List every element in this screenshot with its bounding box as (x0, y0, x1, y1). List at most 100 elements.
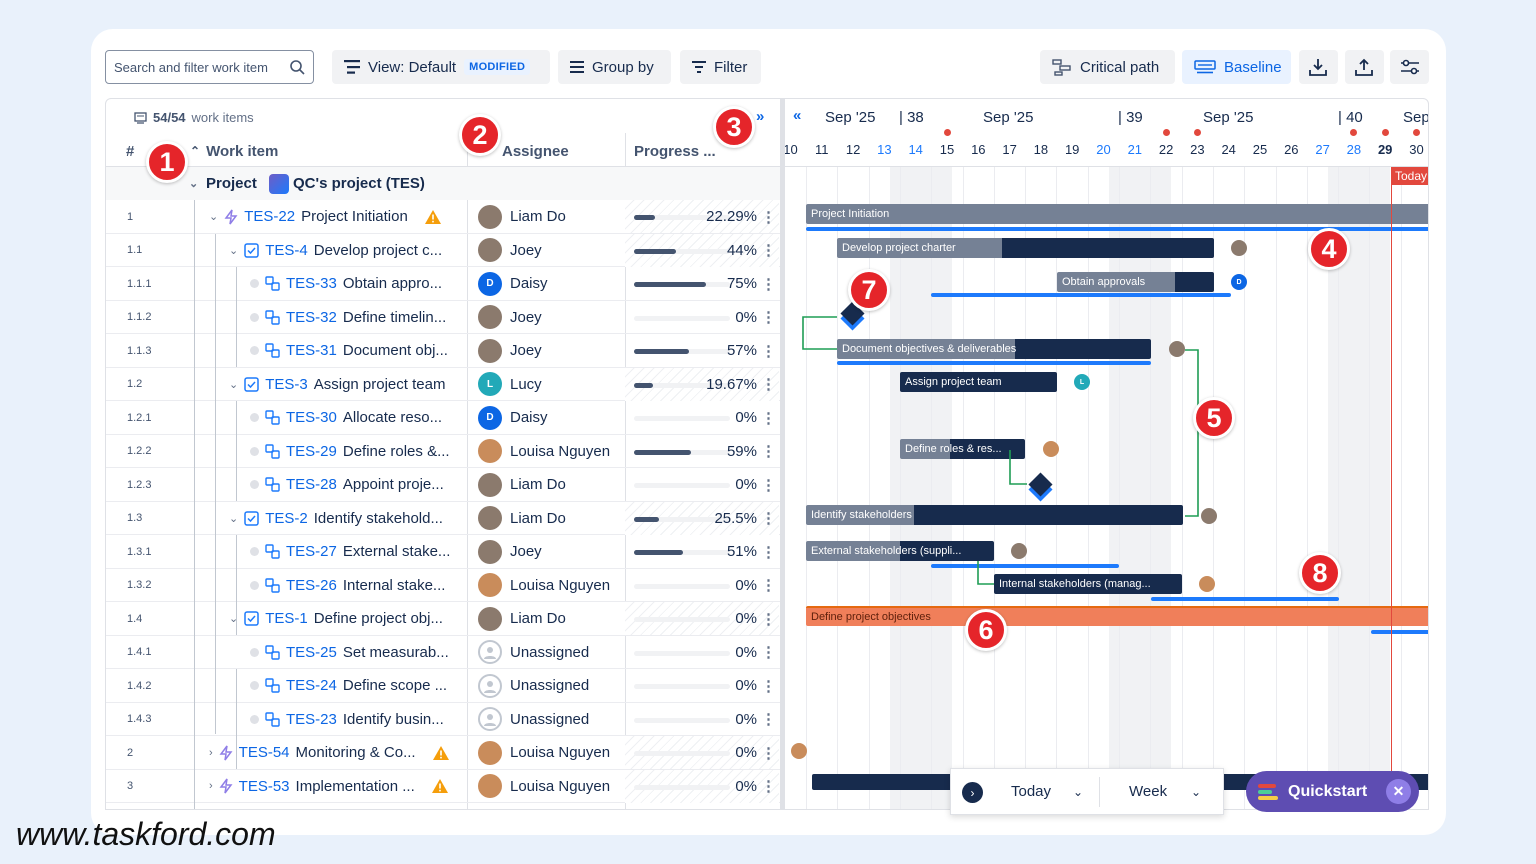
work-item-key[interactable]: TES-2 (265, 509, 308, 527)
assignee-cell[interactable]: Joey (478, 334, 542, 367)
work-item-cell[interactable]: ⌄ TES-2 Identify stakehold... (229, 502, 443, 535)
gantt-bar[interactable]: Assign project team (900, 372, 1057, 392)
work-item-key[interactable]: TES-1 (265, 610, 308, 627)
work-item-title[interactable]: Identify busin... (342, 710, 444, 728)
work-item-title[interactable]: Obtain appro... (342, 275, 443, 292)
col-header-progress[interactable]: Progress ... (634, 142, 716, 160)
chevron-right-icon[interactable]: › (962, 782, 983, 803)
work-item-key[interactable]: TES-4 (265, 241, 308, 259)
assignee-cell[interactable]: Liam Do (478, 468, 566, 501)
table-row[interactable]: 1.4.1 TES-25 Set measurab... Unassigned … (106, 636, 780, 669)
row-menu-icon[interactable]: ⋮ (761, 476, 776, 494)
work-item-title[interactable]: Set measurab... (342, 643, 449, 661)
assignee-cell[interactable]: Liam Do (478, 502, 566, 535)
work-item-title[interactable]: Define timelin... (342, 308, 447, 326)
assignee-cell[interactable]: D Daisy (478, 401, 548, 434)
work-item-title[interactable]: Develop project c... (313, 241, 443, 259)
work-item-title[interactable]: Appoint proje... (342, 476, 444, 493)
work-item-cell[interactable]: TES-24 Define scope ... (250, 669, 447, 702)
table-row[interactable]: 1.2 ⌄ TES-3 Assign project team L Lucy 1… (106, 367, 780, 401)
assignee-cell[interactable]: Louisa Nguyen (478, 435, 610, 468)
table-row[interactable]: 2 › TES-54 Monitoring & Co... Louisa Ngu… (106, 736, 780, 770)
assignee-cell[interactable]: Unassigned (478, 636, 589, 669)
work-item-title[interactable]: Implementation ... (295, 777, 415, 795)
gantt-bar[interactable]: Document objectives & deliverables (837, 339, 1151, 359)
assignee-cell[interactable]: Louisa Nguyen (478, 569, 610, 602)
col-header-assignee[interactable]: Assignee (502, 142, 569, 160)
work-item-title[interactable]: Identify stakehold... (313, 509, 443, 527)
work-item-cell[interactable]: ⌄ TES-22 Project Initiation (209, 200, 442, 233)
work-item-key[interactable]: TES-53 (238, 777, 290, 795)
row-menu-icon[interactable]: ⋮ (761, 275, 776, 293)
work-item-title[interactable]: Allocate reso... (342, 409, 443, 426)
filter-button[interactable]: Filter (680, 50, 761, 84)
scroll-back-icon[interactable]: « (793, 107, 802, 124)
row-menu-icon[interactable]: ⋮ (761, 610, 776, 628)
work-item-cell[interactable]: › TES-53 Implementation ... (209, 770, 449, 803)
work-item-cell[interactable]: TES-23 Identify busin... (250, 703, 444, 736)
work-item-title[interactable]: External stake... (342, 543, 451, 560)
row-menu-icon[interactable]: ⋮ (761, 409, 776, 427)
work-item-cell[interactable]: › TES-54 Monitoring & Co... (209, 736, 450, 769)
quickstart-button[interactable]: Quickstart ✕ (1246, 771, 1419, 812)
chevron-right-icon[interactable]: › (209, 780, 213, 792)
upload-button[interactable] (1345, 50, 1384, 84)
work-item-key[interactable]: TES-54 (238, 744, 290, 761)
row-menu-icon[interactable]: ⋮ (761, 443, 776, 460)
work-item-key[interactable]: TES-24 (286, 677, 337, 694)
work-item-key[interactable]: TES-22 (244, 208, 296, 225)
assignee-cell[interactable]: L Lucy (478, 368, 542, 401)
chevron-down-icon[interactable]: ⌄ (229, 512, 239, 525)
chevron-down-icon[interactable]: ⌄ (189, 178, 199, 190)
row-menu-icon[interactable]: ⋮ (761, 342, 776, 360)
work-item-title[interactable]: Assign project team (313, 375, 446, 393)
view-button[interactable]: View: Default MODIFIED (332, 50, 550, 84)
work-item-key[interactable]: TES-25 (286, 643, 337, 661)
work-item-key[interactable]: TES-30 (286, 409, 337, 426)
assignee-cell[interactable]: Louisa Nguyen (478, 770, 610, 803)
row-menu-icon[interactable]: ⋮ (761, 309, 776, 326)
chevron-down-icon[interactable]: ⌄ (229, 378, 239, 391)
work-item-key[interactable]: TES-23 (286, 710, 337, 728)
assignee-cell[interactable]: Joey (478, 301, 542, 334)
assignee-cell[interactable]: Unassigned (478, 703, 589, 736)
work-item-title[interactable]: Document obj... (342, 342, 448, 359)
close-icon[interactable]: ✕ (1386, 779, 1411, 804)
col-header-work-item[interactable]: ⌃ Work item (190, 136, 278, 166)
work-item-title[interactable]: Define scope ... (342, 677, 448, 694)
work-item-title[interactable]: Monitoring & Co... (295, 744, 416, 761)
work-item-cell[interactable]: TES-32 Define timelin... (250, 301, 446, 334)
baseline-button[interactable]: Baseline (1182, 50, 1291, 84)
row-menu-icon[interactable]: ⋮ (761, 242, 776, 259)
critical-path-button[interactable]: Critical path (1040, 50, 1175, 84)
work-item-cell[interactable]: ⌄ TES-4 Develop project c... (229, 234, 442, 267)
table-row[interactable]: 1.2.2 TES-29 Define roles &... Louisa Ng… (106, 435, 780, 468)
table-row[interactable]: 1.4 ⌄ TES-1 Define project obj... Liam D… (106, 602, 780, 636)
group-row-project[interactable]: ⌄ Project QC's project (TES) (106, 167, 780, 200)
work-item-cell[interactable]: ⌄ TES-3 Assign project team (229, 368, 445, 401)
settings-sliders-button[interactable] (1390, 50, 1429, 84)
search-input[interactable]: Search and filter work item (105, 50, 314, 84)
table-row[interactable]: 1.1 ⌄ TES-4 Develop project c... Joey 44… (106, 233, 780, 267)
row-menu-icon[interactable]: ⋮ (761, 644, 776, 661)
work-item-cell[interactable]: TES-28 Appoint proje... (250, 468, 444, 501)
table-row[interactable]: 1.4.2 TES-24 Define scope ... Unassigned… (106, 669, 780, 703)
work-item-key[interactable]: TES-29 (286, 442, 337, 460)
work-item-title[interactable]: Project Initiation (301, 208, 408, 225)
chevron-down-icon[interactable]: ⌄ (1073, 784, 1084, 799)
row-menu-icon[interactable]: ⋮ (761, 543, 776, 561)
download-button[interactable] (1299, 50, 1338, 84)
work-item-title[interactable]: Internal stake... (342, 576, 446, 594)
table-row[interactable]: 1.1.3 TES-31 Document obj... Joey 57% ⋮ (106, 334, 780, 368)
work-item-cell[interactable]: TES-31 Document obj... (250, 334, 448, 367)
panel-splitter[interactable] (780, 99, 785, 809)
chevron-down-icon[interactable]: ⌄ (209, 211, 219, 223)
work-item-key[interactable]: TES-31 (286, 342, 337, 359)
assignee-cell[interactable]: Louisa Nguyen (478, 736, 610, 769)
work-item-title[interactable]: Define roles &... (342, 442, 450, 460)
table-row[interactable]: 1.1.1 TES-33 Obtain appro... D Daisy 75%… (106, 267, 780, 301)
assignee-cell[interactable]: Joey (478, 535, 542, 568)
chevron-down-icon[interactable]: ⌄ (1191, 784, 1202, 799)
gantt-bar[interactable]: Define roles & res... (900, 439, 1025, 459)
collapse-all-icon[interactable]: ⌃ (190, 144, 201, 158)
